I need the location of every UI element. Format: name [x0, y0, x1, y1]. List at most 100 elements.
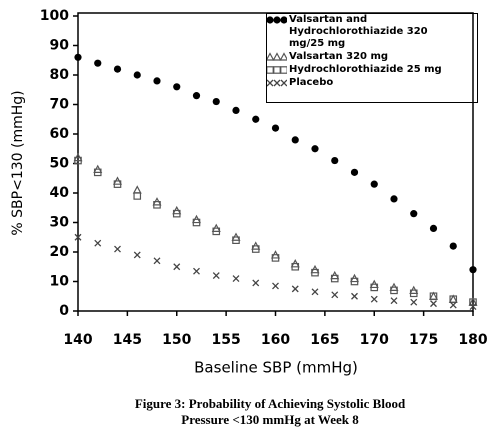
legend-label: Valsartan and Hydrochlorothiazide 320 mg…	[289, 14, 428, 49]
point	[192, 218, 201, 227]
point	[428, 291, 439, 300]
point	[311, 288, 319, 296]
point	[350, 168, 359, 176]
legend-item: Placebo	[267, 77, 477, 89]
point	[272, 282, 279, 290]
point	[173, 263, 181, 271]
legend-symbol	[267, 52, 287, 61]
x-tick-label: 160	[261, 332, 290, 348]
legend-symbol	[267, 66, 287, 74]
point	[212, 227, 221, 236]
legend-label: Valsartan 320 mg	[289, 51, 389, 62]
x-axis-label: Baseline SBP (mmHg)	[194, 359, 358, 377]
point	[94, 239, 102, 247]
x-tick-label: 140	[63, 332, 92, 348]
point	[94, 59, 102, 67]
point	[370, 283, 379, 292]
point	[273, 66, 281, 74]
y-tick-label: 10	[50, 274, 70, 290]
point	[153, 201, 161, 209]
point	[132, 185, 142, 194]
y-tick-label: 40	[50, 185, 70, 201]
caption: Figure 3: Probability of Achieving Systo…	[134, 396, 406, 427]
point	[267, 79, 274, 87]
point	[273, 16, 281, 24]
point	[133, 71, 141, 79]
point	[469, 266, 477, 274]
y-tick-label: 100	[40, 8, 69, 24]
point	[114, 245, 121, 253]
point	[291, 285, 299, 293]
point	[113, 65, 122, 73]
legend-label: Hydrochlorothiazide 25 mg	[289, 64, 442, 75]
point	[273, 79, 281, 87]
legend-symbol	[267, 16, 287, 24]
point	[232, 236, 240, 245]
point	[390, 195, 398, 203]
y-tick-label: 90	[50, 38, 70, 54]
y-tick-label: 70	[50, 97, 70, 113]
point	[291, 262, 300, 271]
point	[212, 97, 220, 106]
point	[267, 16, 274, 24]
legend-symbol	[267, 79, 287, 87]
point	[331, 291, 339, 299]
point	[280, 16, 287, 24]
point	[429, 224, 438, 232]
point	[430, 300, 437, 308]
point	[133, 251, 141, 259]
point	[410, 298, 418, 306]
y-tick-label: 20	[50, 244, 70, 260]
point	[93, 168, 102, 177]
y-tick-label: 50	[50, 156, 70, 172]
x-tick-label: 150	[162, 332, 191, 348]
point	[193, 267, 200, 275]
point	[449, 242, 457, 250]
legend-item: Valsartan and Hydrochlorothiazide 320 mg…	[267, 14, 477, 50]
point	[449, 301, 457, 309]
x-tick-label: 180	[458, 332, 487, 348]
point	[330, 274, 339, 283]
x-tick-label: 175	[409, 332, 438, 348]
point	[291, 136, 299, 144]
y-axis-label: % SBP<130 (mmHg)	[10, 90, 26, 235]
point	[370, 180, 378, 188]
point	[280, 66, 287, 74]
x-tick-label: 155	[212, 332, 241, 348]
point	[351, 292, 358, 300]
point	[173, 83, 181, 91]
point	[350, 277, 359, 286]
point	[252, 115, 260, 123]
point	[153, 257, 161, 265]
point	[172, 209, 181, 218]
point	[280, 79, 287, 87]
point	[232, 106, 240, 114]
x-tick-label: 145	[113, 332, 142, 348]
x-tick-label: 165	[310, 332, 339, 348]
legend: Valsartan and Hydrochlorothiazide 320 mg…	[266, 13, 478, 103]
point	[192, 92, 201, 100]
point	[271, 124, 280, 132]
point	[232, 275, 240, 283]
point	[409, 289, 418, 298]
point	[74, 53, 82, 61]
point	[113, 180, 122, 188]
point	[267, 52, 275, 61]
y-tick-label: 0	[59, 303, 69, 319]
point	[429, 292, 438, 301]
point	[449, 295, 458, 304]
point	[410, 210, 418, 218]
legend-label: Placebo	[289, 77, 334, 88]
point	[469, 303, 477, 311]
point	[331, 156, 339, 165]
point	[271, 254, 280, 262]
point	[311, 145, 319, 153]
point	[133, 192, 142, 200]
point	[153, 77, 161, 85]
y-tick-label: 80	[50, 67, 70, 83]
point	[272, 52, 282, 61]
point	[390, 286, 398, 295]
y-tick-label: 60	[50, 126, 70, 142]
